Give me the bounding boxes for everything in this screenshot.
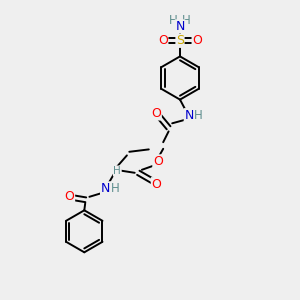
Text: H: H — [182, 14, 191, 27]
Text: H: H — [110, 182, 119, 195]
Text: N: N — [175, 20, 185, 33]
Text: O: O — [153, 155, 163, 168]
Text: N: N — [184, 109, 194, 122]
Text: O: O — [152, 178, 161, 191]
Text: O: O — [192, 34, 202, 47]
Text: H: H — [169, 14, 178, 27]
Text: H: H — [113, 166, 121, 176]
Text: O: O — [158, 34, 168, 47]
Text: O: O — [152, 107, 161, 120]
Text: S: S — [176, 34, 184, 47]
Text: H: H — [194, 109, 203, 122]
Text: N: N — [100, 182, 110, 195]
Text: O: O — [65, 190, 74, 203]
